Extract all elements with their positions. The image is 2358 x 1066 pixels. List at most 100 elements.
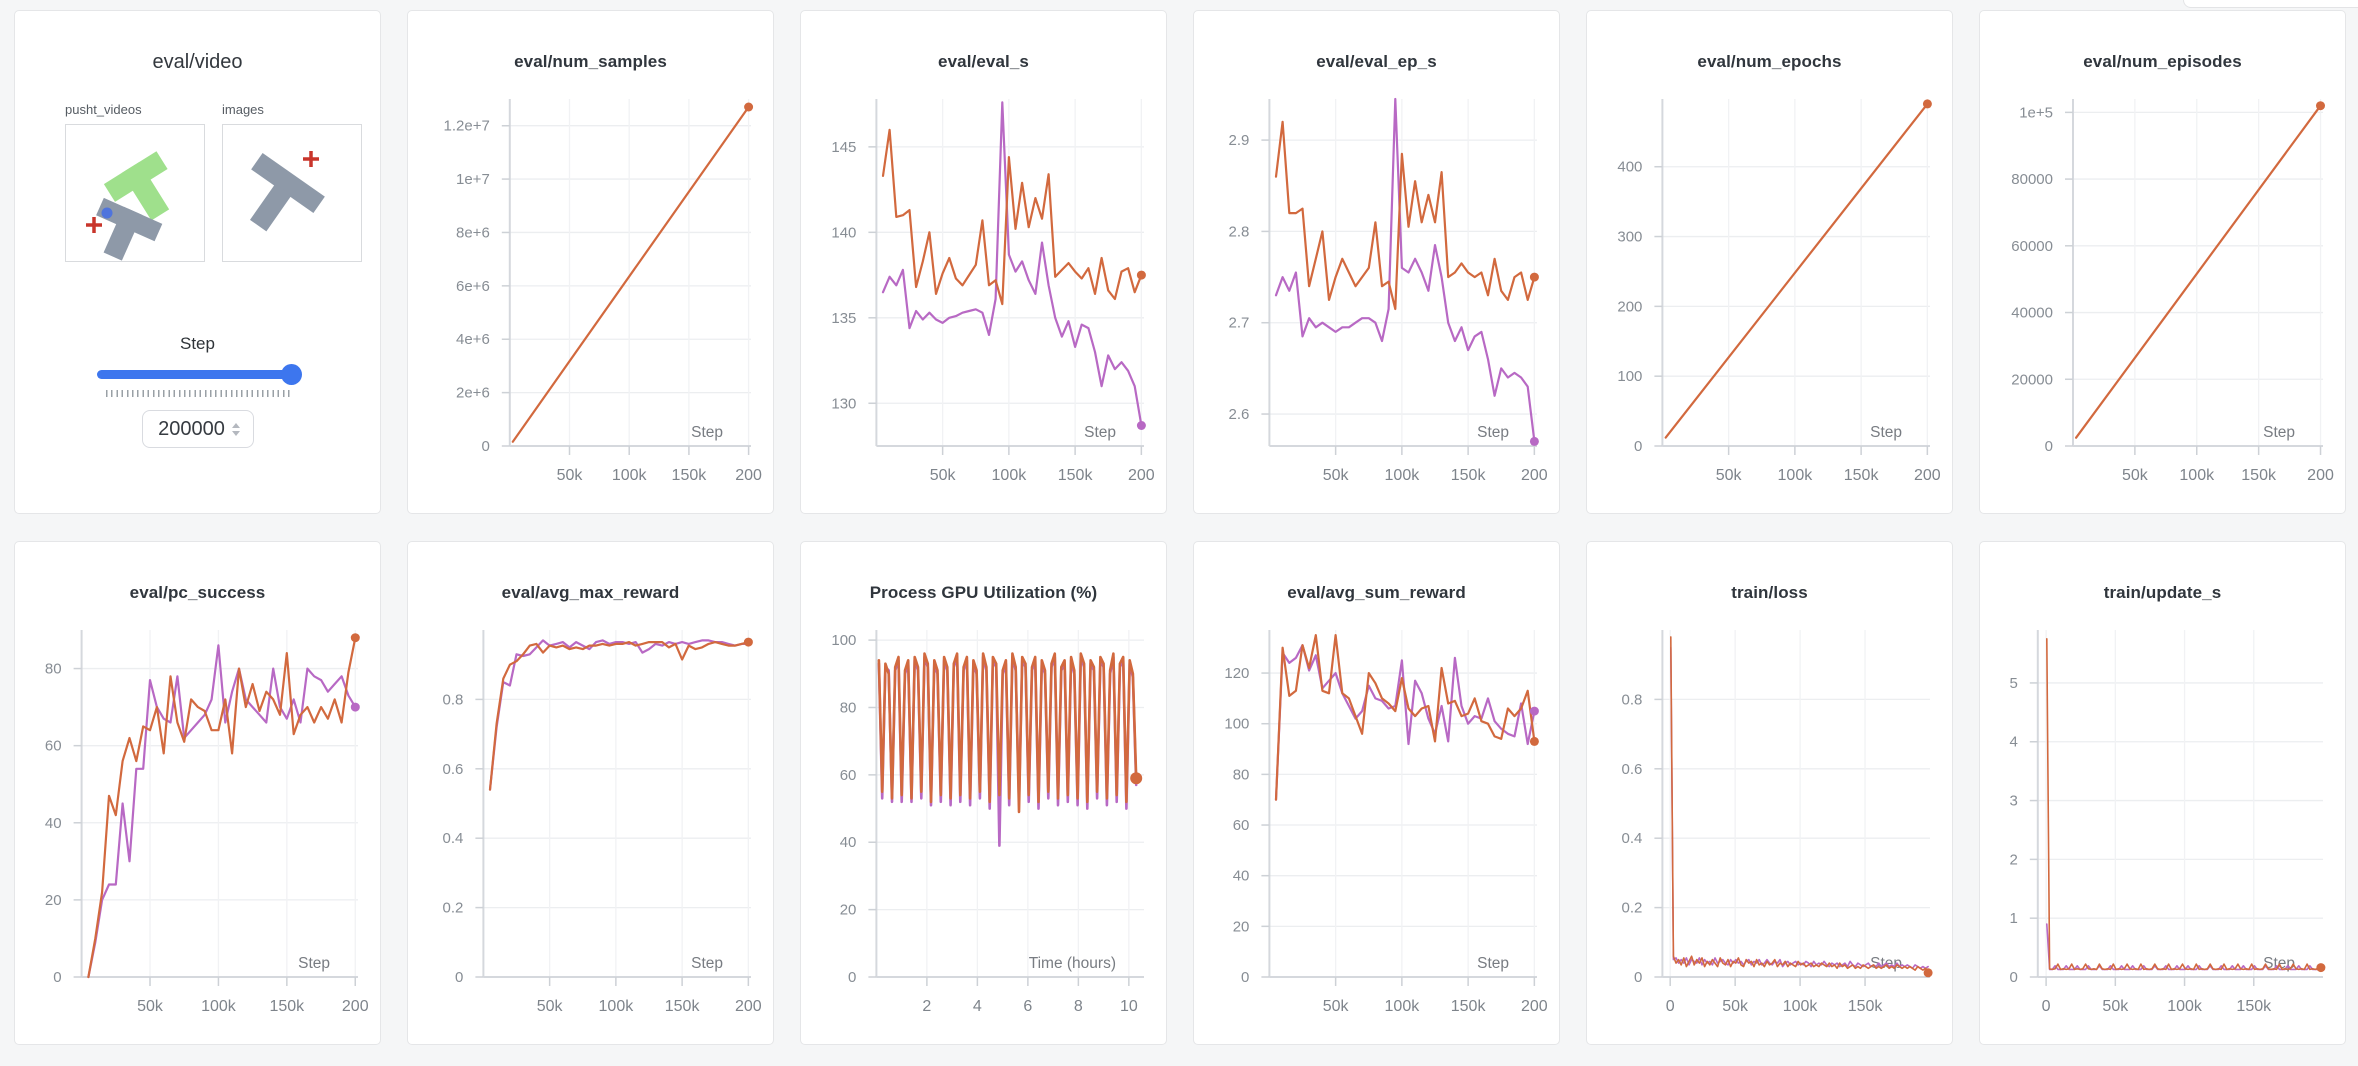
svg-text:20: 20 [45,892,62,909]
svg-text:2e+6: 2e+6 [456,385,490,402]
svg-text:50k: 50k [137,998,164,1015]
panel-title: eval/video [152,51,243,73]
svg-text:2: 2 [922,998,931,1015]
svg-text:100k: 100k [599,998,635,1015]
svg-text:60: 60 [45,738,62,755]
chart-panel-eval-num-epochs[interactable]: eval/num_epochs 0 100 200 300 400 50k 100k 150k… [1586,10,1953,514]
chart-panel-eval-avg-sum-reward[interactable]: eval/avg_sum_reward 0 20 40 60 80 100 120 50k 10… [1193,541,1560,1045]
media-row: pusht_videos [15,102,380,262]
svg-text:130: 130 [831,395,856,412]
svg-text:0.4: 0.4 [443,830,464,847]
svg-text:2.6: 2.6 [1229,406,1250,423]
chart-panel-eval-avg-max-reward[interactable]: eval/avg_max_reward 0 0.2 0.4 0.6 0.8 50k 100k… [407,541,774,1045]
svg-text:0: 0 [1634,438,1642,455]
step-value-field[interactable] [141,410,254,448]
svg-text:0: 0 [1666,998,1675,1015]
svg-text:200: 200 [1914,467,1941,484]
chart-title: Process GPU Utilization (%) [869,583,1098,602]
svg-text:100: 100 [1224,716,1249,733]
chart-title: train/loss [1731,583,1808,602]
pusht-scene-image [249,151,325,232]
chart-title: eval/pc_success [129,583,266,602]
media-panel-eval-video[interactable]: eval/video pusht_videos [14,10,381,514]
chart-panel-eval-eval-s[interactable]: eval/eval_s 130 135 140 145 50k 100k 150k 200 St… [800,10,1167,514]
svg-text:1.2e+7: 1.2e+7 [444,118,490,135]
svg-text:40: 40 [840,834,857,851]
chart-panel-eval-eval-ep-s[interactable]: eval/eval_ep_s 2.6 2.7 2.8 2.9 50k 100k 150k 20… [1193,10,1560,514]
svg-text:0: 0 [481,438,489,455]
svg-text:100k: 100k [612,467,648,484]
image-thumbnail[interactable] [222,124,362,262]
svg-text:0: 0 [2045,438,2053,455]
svg-text:5: 5 [2009,675,2017,692]
svg-text:50k: 50k [2122,467,2149,484]
line-chart: 0 20 40 60 80 100 120 50k 100k 150k 200 Step [1224,630,1548,1015]
chart-title: eval/avg_max_reward [501,583,680,602]
chart-panel-gpu-utilization[interactable]: Process GPU Utilization (%) 0 20 40 60 80 100… [800,541,1167,1045]
svg-text:200: 200 [735,998,762,1015]
svg-text:100: 100 [1617,368,1642,385]
svg-text:60: 60 [1233,817,1250,834]
svg-text:1e+7: 1e+7 [456,171,490,188]
line-chart: 0 20 40 60 80 50k 100k 150k 200 Step [45,630,369,1015]
svg-text:2.9: 2.9 [1229,132,1250,149]
step-slider-label: Step [180,334,215,353]
svg-text:120: 120 [1224,665,1249,682]
line-chart: 0 20 40 60 80 100 2 4 6 8 10 Time (hours) [831,630,1144,1015]
chart-panel-eval-num-episodes[interactable]: eval/num_episodes 0 20000 40000 60000 80000 1… [1979,10,2346,514]
svg-text:80000: 80000 [2011,171,2053,188]
svg-text:150k: 150k [672,467,708,484]
svg-text:Step: Step [1870,424,1902,441]
svg-text:Step: Step [2263,424,2295,441]
slider-tick-marks [105,390,290,397]
svg-text:0: 0 [1241,969,1249,986]
step-value-input[interactable] [155,417,228,441]
chart-panel-eval-pc-success[interactable]: eval/pc_success 0 20 40 60 80 50k 100k 150k 200 S… [14,541,381,1045]
slider-track[interactable] [96,370,299,379]
clipped-toolbar-remnant [2183,0,2358,8]
svg-text:200: 200 [2307,467,2334,484]
svg-text:8: 8 [1074,998,1083,1015]
media-label: pusht_videos [65,102,142,117]
svg-text:2.8: 2.8 [1229,223,1250,240]
svg-text:135: 135 [831,310,856,327]
svg-text:Step: Step [691,424,723,441]
svg-text:8e+6: 8e+6 [456,224,490,241]
svg-text:80: 80 [1233,766,1250,783]
svg-text:150k: 150k [1058,467,1094,484]
svg-text:200: 200 [1521,998,1548,1015]
svg-text:0: 0 [1634,969,1642,986]
svg-text:100k: 100k [201,998,237,1015]
chart-panel-train-loss[interactable]: train/loss 0 0.2 0.4 0.6 0.8 0 50k 100k 150k Step [1586,541,1953,1045]
chart-panel-eval-num-samples[interactable]: eval/num_samples 0 2e+6 4e+6 6e+6 8e+6 1e+7 1.… [407,10,774,514]
svg-text:0.4: 0.4 [1622,830,1643,847]
svg-text:20: 20 [1233,918,1250,935]
svg-text:60: 60 [840,767,857,784]
chart-panel-train-update-s[interactable]: train/update_s 0 1 2 3 4 5 0 50k 100k 150k Step [1979,541,2346,1045]
slider-thumb[interactable] [280,364,302,385]
pusht-video-thumbnail[interactable] [65,124,205,262]
svg-text:150k: 150k [1848,998,1884,1015]
svg-text:50k: 50k [537,998,564,1015]
chart-title: eval/eval_ep_s [1316,52,1437,71]
svg-text:40: 40 [45,815,62,832]
svg-text:60000: 60000 [2011,238,2053,255]
svg-text:200: 200 [342,998,369,1015]
stepper-down-icon[interactable] [231,430,240,436]
svg-text:40000: 40000 [2011,305,2053,322]
svg-text:150k: 150k [1844,467,1880,484]
line-chart: 130 135 140 145 50k 100k 150k 200 Step [831,99,1155,484]
step-slider[interactable] [96,362,302,386]
svg-text:0.8: 0.8 [443,691,464,708]
svg-text:2.7: 2.7 [1229,315,1250,332]
stepper-up-icon[interactable] [231,422,240,428]
svg-text:50k: 50k [1722,998,1749,1015]
svg-text:4: 4 [973,998,982,1015]
svg-text:100k: 100k [2179,467,2215,484]
svg-text:Time (hours): Time (hours) [1029,955,1116,972]
svg-text:6: 6 [1023,998,1032,1015]
step-stepper[interactable] [231,422,240,436]
chart-title: eval/num_samples [514,52,667,71]
